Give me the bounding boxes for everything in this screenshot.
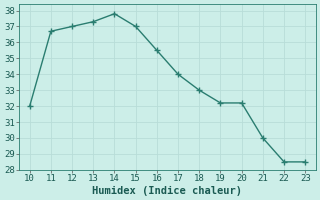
X-axis label: Humidex (Indice chaleur): Humidex (Indice chaleur) bbox=[92, 186, 243, 196]
